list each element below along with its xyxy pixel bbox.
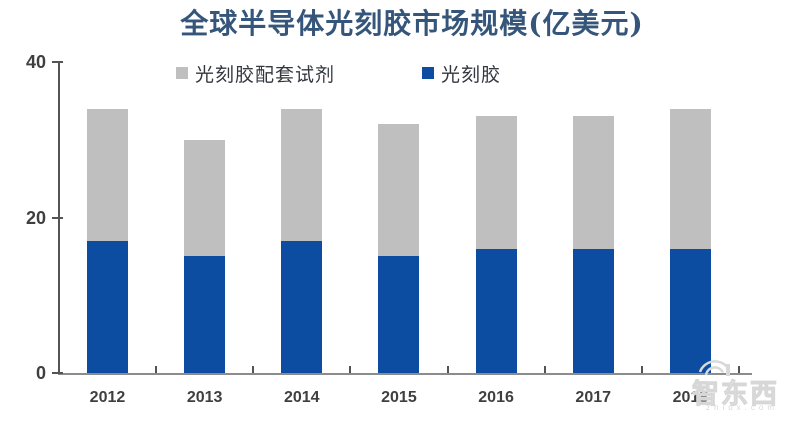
y-tick-label: 20 [25, 207, 46, 228]
y-tick-label: 0 [35, 363, 46, 383]
x-category-label: 2015 [381, 389, 417, 406]
x-category-label: 2017 [575, 389, 612, 406]
wifi-arc-icon [698, 360, 730, 376]
x-tick [252, 366, 255, 373]
x-tick [543, 366, 546, 373]
legend-swatch-gray [176, 67, 188, 79]
x-category-label: 2014 [283, 389, 320, 406]
x-tick [446, 366, 449, 373]
x-tick [737, 366, 740, 373]
watermark: 智东西 zhidx.com [688, 356, 800, 420]
x-category-label: 2012 [89, 389, 126, 406]
bar-segment-2017-光刻胶配套试剂 [572, 116, 614, 249]
bar-segment-2013-光刻胶 [184, 256, 226, 373]
watermark-brand: 智东西 [692, 379, 779, 411]
y-tick [52, 372, 63, 374]
bar-segment-2012-光刻胶 [86, 240, 128, 373]
x-tick [640, 366, 643, 373]
bar-segment-2012-光刻胶配套试剂 [86, 108, 128, 241]
legend-swatch-blue [422, 67, 434, 79]
bar-segment-2016-光刻胶配套试剂 [475, 116, 517, 249]
x-tick [155, 366, 158, 373]
legend-item-blue-series: 光刻胶 [422, 63, 501, 86]
x-tick [349, 366, 352, 373]
y-tick [52, 61, 63, 63]
bar-segment-2015-光刻胶 [378, 256, 420, 373]
bar-segment-2014-光刻胶配套试剂 [281, 108, 323, 241]
bar-segment-2018-光刻胶配套试剂 [669, 108, 711, 249]
chart-title: 全球半导体光刻胶市场规模(亿美元) [180, 7, 644, 40]
legend-item-gray-series: 光刻胶配套试剂 [176, 63, 335, 86]
watermark-domain: zhidx.com [706, 403, 779, 412]
x-axis-line [58, 373, 752, 375]
legend-label-gray-series: 光刻胶配套试剂 [195, 63, 336, 86]
x-category-label: 2016 [478, 389, 514, 406]
bar-segment-2013-光刻胶配套试剂 [184, 139, 226, 257]
y-tick [52, 216, 63, 219]
bar-segment-2015-光刻胶配套试剂 [378, 124, 420, 257]
x-category-label: 2013 [186, 389, 223, 406]
x-tick [57, 366, 60, 373]
bar-segment-2017-光刻胶 [572, 248, 614, 373]
y-tick-label: 40 [25, 52, 46, 72]
bar-segment-2016-光刻胶 [475, 248, 517, 373]
bar-segment-2014-光刻胶 [281, 240, 323, 373]
legend-label-blue-series: 光刻胶 [441, 63, 502, 86]
x-category-label: 2018 [672, 389, 709, 406]
bar-segment-2018-光刻胶 [669, 248, 711, 373]
